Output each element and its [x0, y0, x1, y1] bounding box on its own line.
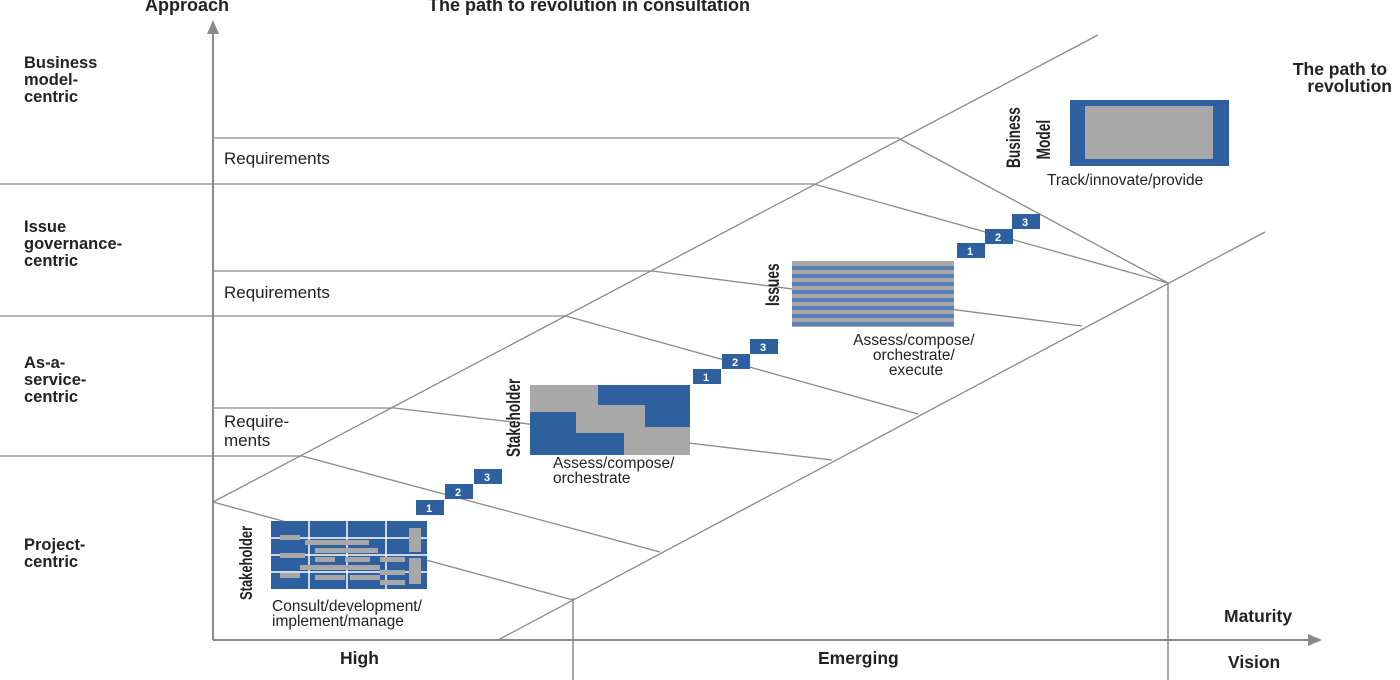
- stage-rotated-label: Stakeholder: [503, 378, 525, 457]
- row-label-issue-governance: Issue governance- centric: [24, 218, 127, 270]
- axis-label-maturity: Maturity: [1224, 606, 1292, 626]
- requirements-label: Require- ments: [224, 412, 294, 450]
- stage-rotated-label: Stakeholder: [237, 526, 257, 600]
- svg-text:1: 1: [426, 503, 432, 515]
- stage-caption: Assess/compose/ orchestrate/ execute: [853, 332, 979, 379]
- svg-text:1: 1: [967, 246, 973, 258]
- svg-text:3: 3: [760, 342, 766, 354]
- stage-rotated-label: Issues: [762, 263, 784, 306]
- stage-1-project: Stakeholder: [237, 521, 427, 630]
- stage-4-business-model: Business Model Track/innovate/provide: [1003, 100, 1229, 189]
- axis-label-approach: Approach: [145, 0, 229, 15]
- requirements-label: Requirements: [224, 283, 330, 302]
- diagram-title: The path to revolution in consultation: [428, 0, 750, 15]
- svg-text:2: 2: [732, 357, 738, 369]
- svg-text:3: 3: [1022, 217, 1028, 229]
- stage-caption: Assess/compose/ orchestrate: [553, 455, 679, 487]
- stage-2-service: Stakeholder Assess/compose/ orchestrate: [503, 378, 690, 487]
- step-stairs: 1 2 3: [957, 214, 1040, 258]
- puzzle-blocks-icon: [530, 385, 690, 455]
- striped-list-icon: [792, 261, 954, 327]
- svg-text:3: 3: [484, 472, 490, 484]
- row-labels: Business model- centric Issue governance…: [24, 54, 127, 571]
- stage-3-issues: Issues Assess/compose/ orchestrate/ exec…: [762, 261, 979, 379]
- axis-label-vision: Vision: [1228, 652, 1280, 672]
- svg-text:1: 1: [703, 372, 709, 384]
- step-stairs: 1 2 3: [693, 339, 778, 384]
- row-label-project: Project- centric: [24, 536, 90, 571]
- path-to-revolution-label: The path to revolution: [1293, 59, 1392, 96]
- row-label-as-a-service: As-a- service- centric: [24, 354, 91, 406]
- business-model-frame-icon: [1070, 100, 1229, 166]
- stage-caption: Track/innovate/provide: [1047, 172, 1203, 189]
- axis-label-high: High: [340, 648, 379, 668]
- row-separators: [0, 183, 814, 457]
- stage-rotated-label: Business Model: [1003, 103, 1055, 168]
- requirement-labels: Requirements Requirements Require- ments: [224, 149, 330, 450]
- requirements-label: Requirements: [224, 149, 330, 168]
- svg-text:2: 2: [995, 232, 1001, 244]
- requirement-lines: [213, 137, 898, 409]
- axis-label-emerging: Emerging: [818, 648, 899, 668]
- row-label-business-model: Business model- centric: [24, 54, 102, 106]
- stage-caption: Consult/development/ implement/manage: [272, 598, 426, 630]
- step-stairs: 1 2 3: [416, 469, 502, 515]
- grid-matrix-icon: [271, 521, 427, 589]
- svg-text:2: 2: [455, 487, 461, 499]
- axes: [207, 20, 1322, 646]
